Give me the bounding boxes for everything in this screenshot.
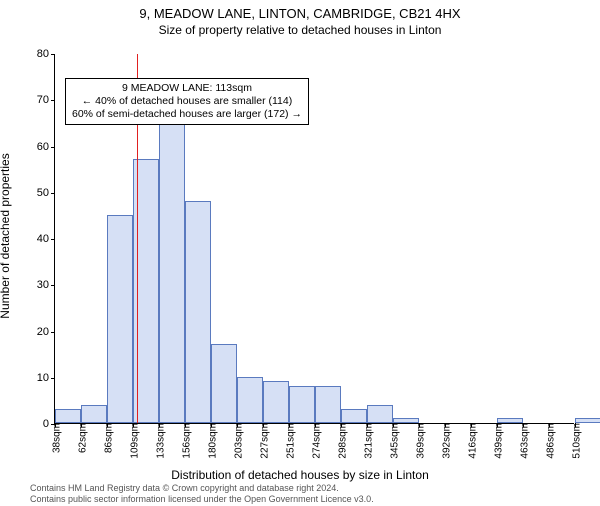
histogram-bar bbox=[211, 344, 237, 423]
x-tick-label: 486sqm bbox=[542, 423, 557, 459]
x-tick-label: 321sqm bbox=[360, 423, 375, 459]
x-tick-label: 416sqm bbox=[464, 423, 479, 459]
info-box-line: 60% of semi-detached houses are larger (… bbox=[72, 108, 302, 121]
x-tick-label: 369sqm bbox=[412, 423, 427, 459]
x-tick-label: 38sqm bbox=[48, 423, 63, 453]
histogram-bar bbox=[107, 215, 133, 423]
histogram-bar bbox=[263, 381, 289, 423]
histogram-bar bbox=[55, 409, 81, 423]
footer-attribution: Contains HM Land Registry data © Crown c… bbox=[30, 483, 374, 504]
histogram-bar bbox=[367, 405, 393, 424]
x-tick-label: 109sqm bbox=[126, 423, 141, 459]
x-tick-label: 180sqm bbox=[204, 423, 219, 459]
histogram-bar bbox=[341, 409, 367, 423]
x-tick-label: 463sqm bbox=[516, 423, 531, 459]
chart-title: 9, MEADOW LANE, LINTON, CAMBRIDGE, CB21 … bbox=[0, 6, 600, 21]
plot-area: 0102030405060708038sqm62sqm86sqm109sqm13… bbox=[54, 54, 574, 424]
x-tick-label: 227sqm bbox=[256, 423, 271, 459]
histogram-bar bbox=[159, 113, 185, 423]
x-tick-label: 62sqm bbox=[74, 423, 89, 453]
x-tick-label: 345sqm bbox=[386, 423, 401, 459]
x-tick-label: 439sqm bbox=[490, 423, 505, 459]
property-info-box: 9 MEADOW LANE: 113sqm← 40% of detached h… bbox=[65, 78, 309, 125]
histogram-bar bbox=[237, 377, 263, 423]
histogram-bar bbox=[81, 405, 107, 424]
x-tick-label: 274sqm bbox=[308, 423, 323, 459]
chart-area: 0102030405060708038sqm62sqm86sqm109sqm13… bbox=[54, 54, 574, 424]
chart-subtitle: Size of property relative to detached ho… bbox=[0, 23, 600, 37]
histogram-bar bbox=[289, 386, 315, 423]
y-tick-mark bbox=[51, 147, 55, 148]
histogram-bar bbox=[315, 386, 341, 423]
y-tick-mark bbox=[51, 193, 55, 194]
x-tick-label: 203sqm bbox=[230, 423, 245, 459]
y-tick-mark bbox=[51, 332, 55, 333]
x-tick-label: 510sqm bbox=[568, 423, 583, 459]
x-tick-label: 133sqm bbox=[152, 423, 167, 459]
x-tick-label: 298sqm bbox=[334, 423, 349, 459]
footer-line1: Contains HM Land Registry data © Crown c… bbox=[30, 483, 374, 493]
y-axis-label: Number of detached properties bbox=[0, 153, 12, 318]
y-tick-mark bbox=[51, 100, 55, 101]
info-box-line: 9 MEADOW LANE: 113sqm bbox=[72, 82, 302, 95]
x-tick-label: 156sqm bbox=[178, 423, 193, 459]
y-tick-mark bbox=[51, 285, 55, 286]
footer-line2: Contains public sector information licen… bbox=[30, 494, 374, 504]
x-tick-label: 86sqm bbox=[100, 423, 115, 453]
y-tick-mark bbox=[51, 239, 55, 240]
info-box-line: ← 40% of detached houses are smaller (11… bbox=[72, 95, 302, 108]
x-tick-label: 251sqm bbox=[282, 423, 297, 459]
x-tick-label: 392sqm bbox=[438, 423, 453, 459]
y-tick-mark bbox=[51, 378, 55, 379]
y-tick-mark bbox=[51, 54, 55, 55]
x-axis-label: Distribution of detached houses by size … bbox=[0, 468, 600, 482]
histogram-bar bbox=[185, 201, 211, 423]
